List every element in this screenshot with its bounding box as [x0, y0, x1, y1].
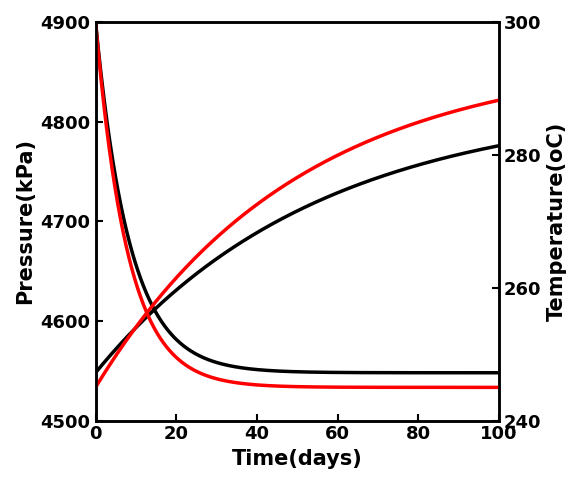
- Y-axis label: Pressure(kPa): Pressure(kPa): [15, 138, 35, 304]
- X-axis label: Time(days): Time(days): [232, 449, 363, 469]
- Y-axis label: Temperature(oC): Temperature(oC): [547, 121, 567, 321]
